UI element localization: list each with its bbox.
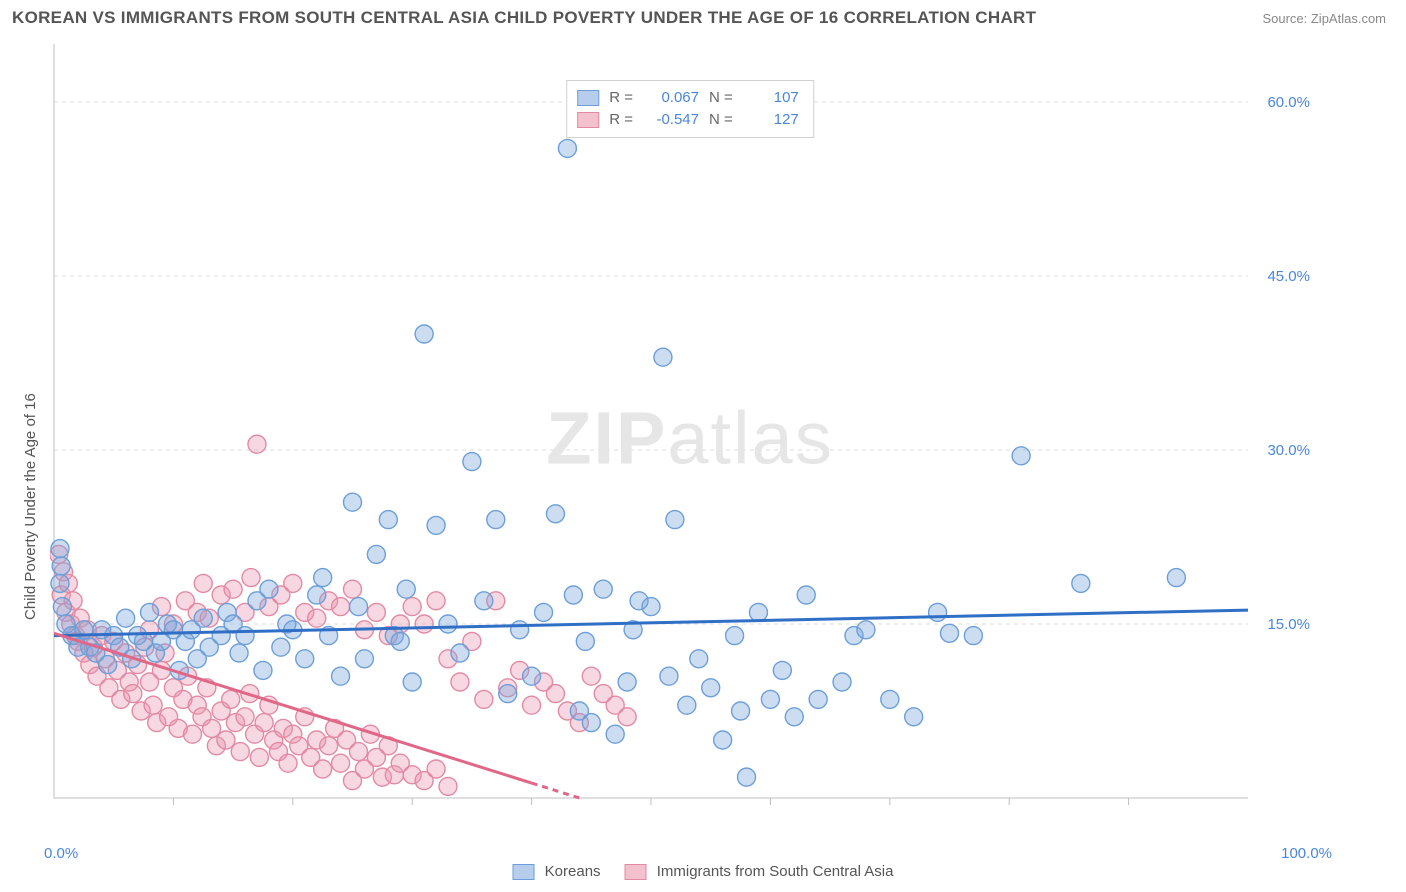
legend-swatch-icon bbox=[513, 864, 535, 880]
y-axis-label: Child Poverty Under the Age of 16 bbox=[22, 393, 39, 620]
stats-legend-box: R = 0.067 N = 107 R = -0.547 N = 127 bbox=[566, 80, 814, 138]
svg-text:15.0%: 15.0% bbox=[1267, 616, 1310, 633]
svg-text:45.0%: 45.0% bbox=[1267, 268, 1310, 285]
stats-row: R = 0.067 N = 107 bbox=[577, 87, 799, 109]
stats-row: R = -0.547 N = 127 bbox=[577, 109, 799, 131]
legend-label: Koreans bbox=[545, 863, 601, 880]
x-min-label: 0.0% bbox=[44, 845, 78, 862]
svg-text:30.0%: 30.0% bbox=[1267, 442, 1310, 459]
chart-area: ZIPatlas 15.0%30.0%45.0%60.0% R = 0.067 … bbox=[50, 38, 1330, 838]
legend-swatch-icon bbox=[625, 864, 647, 880]
chart-title: KOREAN VS IMMIGRANTS FROM SOUTH CENTRAL … bbox=[12, 8, 1036, 28]
source-label: Source: ZipAtlas.com bbox=[1262, 11, 1386, 26]
svg-text:60.0%: 60.0% bbox=[1267, 94, 1310, 111]
legend-label: Immigrants from South Central Asia bbox=[657, 863, 894, 880]
legend-item: Immigrants from South Central Asia bbox=[625, 863, 894, 880]
x-max-label: 100.0% bbox=[1281, 845, 1332, 862]
stats-swatch-icon bbox=[577, 90, 599, 106]
legend-item: Koreans bbox=[513, 863, 601, 880]
stats-swatch-icon bbox=[577, 112, 599, 128]
scatter-chart: 15.0% 30.0% 45.0% 60.0% bbox=[50, 38, 1330, 838]
bottom-legend: Koreans Immigrants from South Central As… bbox=[513, 863, 894, 880]
